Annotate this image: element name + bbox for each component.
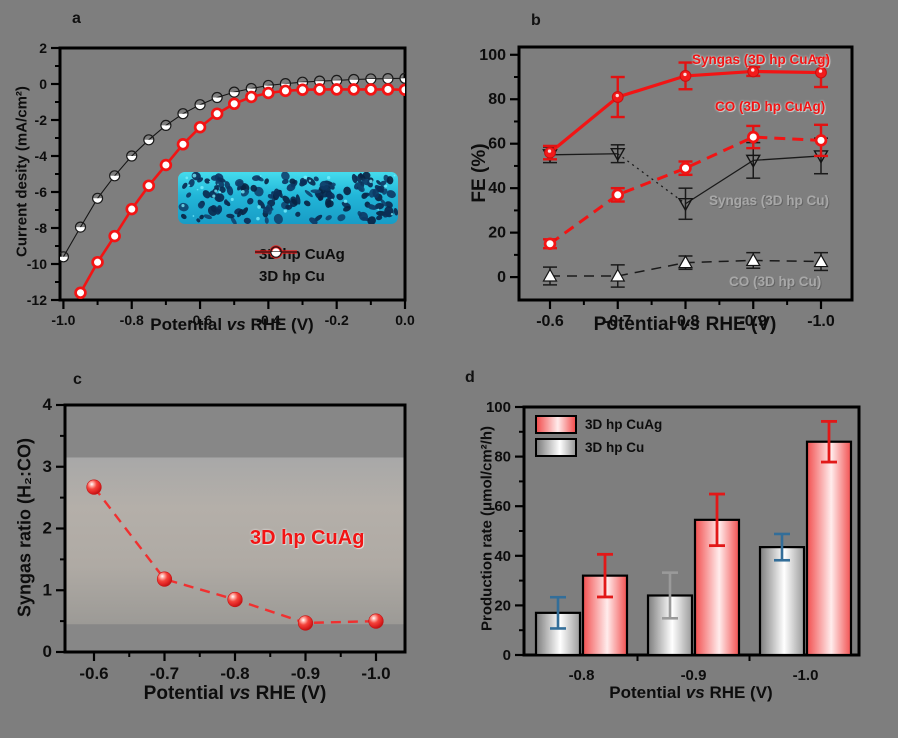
x-tick-label: -0.9 xyxy=(739,313,767,330)
series-line xyxy=(549,135,822,245)
bar-cu--1.0 xyxy=(758,546,806,657)
y-tick-label: -10 xyxy=(27,256,47,272)
x-tick-label: -0.7 xyxy=(604,313,632,330)
annotation-cuag: 3D hp CuAg xyxy=(250,527,365,549)
y-tick-label: -8 xyxy=(35,220,48,236)
panel-b-letter: b xyxy=(531,12,541,29)
legend-label-cuag: 3D hp CuAg xyxy=(585,417,663,432)
panel-d-legend: 3D hp CuAg 3D hp Cu xyxy=(535,413,662,459)
y-tick-label: -6 xyxy=(35,184,48,200)
panel-b-y-axis-title: FE (%) xyxy=(469,143,490,203)
panel-c-chart: -0.6 -0.7 -0.8 -0.9 -1.0 0 1 2 3 4 xyxy=(43,395,407,683)
cu-bar-swatch-icon xyxy=(535,438,577,457)
panel-b-x-axis-title: Potential vs RHE (V) xyxy=(593,314,777,335)
x-tick-label: -0.8 xyxy=(120,312,144,328)
x-tick-label: -0.7 xyxy=(150,664,179,683)
x-tick-label: -0.6 xyxy=(79,664,108,683)
x-tick-label: -0.2 xyxy=(325,312,349,328)
panel-c-y-axis-title: Syngas ratio (H₂:CO) xyxy=(14,438,35,618)
sem-foam-texture xyxy=(178,172,398,224)
panel-c-letter: c xyxy=(73,371,82,388)
cu-line-marker-icon xyxy=(255,246,297,258)
series-line xyxy=(549,153,618,156)
series-co-3d-hp-cuag- xyxy=(543,123,828,251)
y-tick-label: -4 xyxy=(35,148,48,164)
y-tick-label: 100 xyxy=(486,399,511,416)
cuag-bar-swatch-icon xyxy=(535,415,577,434)
y-tick-label: 20 xyxy=(488,225,506,242)
panel-d-x-axis-title: Potential vs RHE (V) xyxy=(609,683,773,702)
panel-a-letter: a xyxy=(72,10,81,27)
y-tick-label: 1 xyxy=(43,580,52,599)
series-co-3d-hp-cu- xyxy=(542,251,829,288)
x-tick-label: -0.8 xyxy=(220,664,249,683)
panel-c: -0.6 -0.7 -0.8 -0.9 -1.0 0 1 2 3 4 c Syngas ratio… xyxy=(0,365,449,738)
series-syngas-ratio xyxy=(86,479,384,631)
series-syngas-3d-hp-cuag- xyxy=(543,56,828,161)
y-tick-label: 60 xyxy=(488,136,506,153)
x-tick-label: -0.9 xyxy=(291,664,320,683)
panel-b-chart: -0.6 -0.7 -0.8 -0.9 -1.0 0 20 40 60 80 100 xyxy=(479,45,854,330)
series-line xyxy=(617,153,686,205)
legend-item-cu: 3D hp Cu xyxy=(253,246,345,287)
series-3d-hp-cuag xyxy=(74,83,405,300)
y-tick-label: 80 xyxy=(494,449,511,466)
annotation-co-cu: CO (3D hp Cu) xyxy=(729,274,822,289)
legend-item-cu: 3D hp Cu xyxy=(535,436,662,459)
panel-a-chart: -1.0 -0.8 -0.6 -0.4 -0.2 0.0 2 0 -2 -4 -6 -8 -10 -12 xyxy=(27,40,415,328)
y-tick-label: 0 xyxy=(39,76,47,92)
panel-d-chart: -0.8 -0.9 -1.0 0 20 40 60 80 100 xyxy=(486,399,861,684)
annotation-syngas-cu: Syngas (3D hp Cu) xyxy=(709,193,830,208)
y-tick-label: 40 xyxy=(488,180,506,197)
annotation-syngas-cuag: Syngas (3D hp CuAg) xyxy=(692,52,831,67)
x-tick-label: -0.8 xyxy=(569,667,595,684)
legend-label-cu: 3D hp Cu xyxy=(259,267,325,285)
x-tick-label: -0.4 xyxy=(256,312,280,328)
y-tick-label: 60 xyxy=(494,498,511,515)
bar-cuag--1.0 xyxy=(805,440,853,657)
panel-a-y-axis-title: Current desity (mA/cm²) xyxy=(13,86,31,257)
panel-a: -1.0 -0.8 -0.6 -0.4 -0.2 0.0 2 0 -2 -4 -6 -8 -10 -12 … xyxy=(0,0,449,362)
x-tick-label: -0.6 xyxy=(536,313,564,330)
x-tick-label: -0.8 xyxy=(672,313,700,330)
x-tick-label: 0.0 xyxy=(395,312,415,328)
panel-d: -0.8 -0.9 -1.0 0 20 40 60 80 100 d Production ra… xyxy=(449,365,898,738)
legend-label-cu: 3D hp Cu xyxy=(585,440,645,455)
y-tick-label: 40 xyxy=(494,548,511,565)
panel-b: -0.6 -0.7 -0.8 -0.9 -1.0 0 20 40 60 80 100 b FE (%… xyxy=(449,0,898,362)
annotation-co-cuag: CO (3D hp CuAg) xyxy=(715,99,826,114)
x-tick-label: -1.0 xyxy=(807,313,835,330)
y-tick-label: 3 xyxy=(43,457,52,476)
y-tick-label: -2 xyxy=(35,112,48,128)
y-tick-label: 100 xyxy=(479,47,506,64)
y-tick-label: 80 xyxy=(488,91,506,108)
y-tick-label: 0 xyxy=(43,642,52,661)
y-tick-label: 20 xyxy=(494,597,511,614)
x-tick-label: -0.9 xyxy=(681,667,707,684)
x-tick-label: -1.0 xyxy=(793,667,819,684)
x-tick-label: -0.6 xyxy=(188,312,212,328)
x-tick-label: -1.0 xyxy=(51,312,75,328)
sem-foam-inset-image xyxy=(178,172,398,224)
panel-a-x-axis-title: Potential vs RHE (V) xyxy=(150,315,314,334)
y-tick-label: 2 xyxy=(43,519,52,538)
y-tick-label: -12 xyxy=(27,292,47,308)
x-tick-label: -1.0 xyxy=(361,664,390,683)
y-tick-label: 4 xyxy=(43,395,53,414)
y-tick-label: 0 xyxy=(497,269,506,286)
panel-d-y-axis-title: Production rate (μmol/cm²/h) xyxy=(478,425,496,632)
y-tick-label: 0 xyxy=(503,647,511,664)
panel-d-letter: d xyxy=(465,369,475,386)
panel-a-legend: 3D hp CuAg 3D hp Cu xyxy=(253,243,345,287)
y-tick-label: 2 xyxy=(39,40,47,56)
legend-item-cuag: 3D hp CuAg xyxy=(535,413,662,436)
panel-c-x-axis-title: Potential vs RHE (V) xyxy=(143,683,327,704)
